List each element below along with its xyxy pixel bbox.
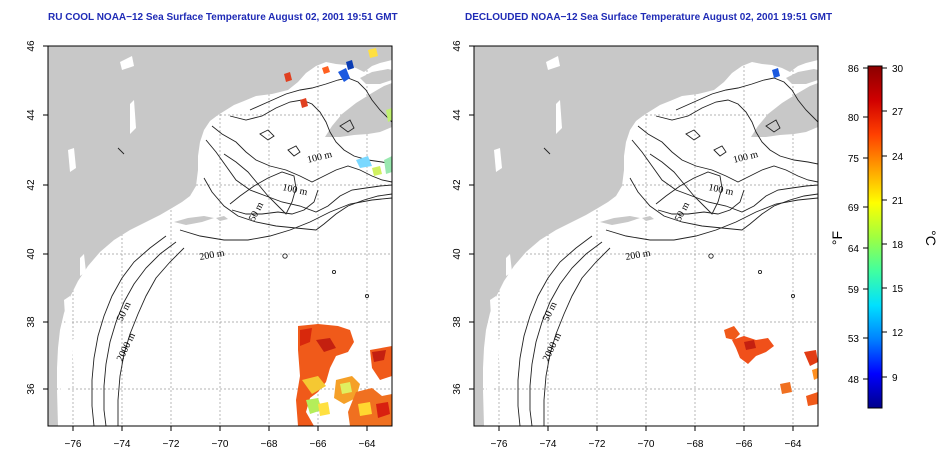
celsius-tick-label: 12 — [892, 328, 904, 339]
x-tick-label: −74 — [114, 439, 131, 450]
y-tick-label: 40 — [452, 248, 463, 260]
right-sst-patches — [724, 68, 818, 406]
celsius-tick-label: 15 — [892, 284, 904, 295]
fahrenheit-tick-label: 69 — [848, 203, 860, 214]
x-tick-label: −72 — [163, 439, 180, 450]
x-tick-label: −74 — [540, 439, 557, 450]
celsius-tick-label: 27 — [892, 107, 904, 118]
left-y-tick-labels: 36 38 40 42 44 46 — [26, 40, 37, 395]
celsius-tick-label: 21 — [892, 196, 904, 207]
fahrenheit-tick-label: 64 — [848, 244, 860, 255]
x-tick-label: −70 — [212, 439, 229, 450]
colorbar-fahrenheit-labels: 86 80 75 69 64 59 53 48 — [848, 64, 860, 386]
y-tick-label: 46 — [26, 40, 37, 52]
right-y-axis — [469, 45, 474, 390]
fahrenheit-tick-label: 80 — [848, 113, 860, 124]
left-y-axis — [43, 45, 48, 390]
colorbar-celsius-labels: 30 27 24 21 18 15 12 9 — [892, 64, 904, 384]
colorbar-fahrenheit-ticks — [863, 67, 868, 380]
celsius-tick-label: 30 — [892, 64, 904, 75]
y-tick-label: 42 — [26, 179, 37, 191]
right-contour-label: 200 m — [625, 248, 652, 263]
colorbar-celsius-ticks — [882, 67, 887, 378]
y-tick-label: 44 — [452, 109, 463, 121]
left-x-axis — [72, 426, 368, 431]
celsius-unit-label: °C — [923, 230, 939, 246]
left-contour-label: 200 m — [199, 248, 226, 263]
fahrenheit-tick-label: 86 — [848, 64, 860, 75]
left-x-tick-labels: −76 −74 −72 −70 −68 −66 −64 — [65, 439, 376, 450]
x-tick-label: −72 — [589, 439, 606, 450]
y-tick-label: 46 — [452, 40, 463, 52]
left-map-title: RU COOL NOAA−12 Sea Surface Temperature … — [48, 12, 398, 23]
fahrenheit-unit-label: °F — [829, 231, 845, 245]
right-x-tick-labels: −76 −74 −72 −70 −68 −66 −64 — [491, 439, 802, 450]
x-tick-label: −66 — [310, 439, 327, 450]
x-tick-label: −68 — [687, 439, 704, 450]
right-map: 100 m 100 m 50 m 200 m 50 m 2000 m 36 38… — [452, 40, 819, 450]
y-tick-label: 40 — [26, 248, 37, 260]
right-contour-label: 100 m — [707, 182, 734, 198]
y-tick-label: 42 — [452, 179, 463, 191]
celsius-tick-label: 18 — [892, 240, 904, 251]
x-tick-label: −76 — [65, 439, 82, 450]
y-tick-label: 38 — [452, 316, 463, 328]
y-tick-label: 36 — [26, 383, 37, 395]
right-y-tick-labels: 36 38 40 42 44 46 — [452, 40, 463, 395]
fahrenheit-tick-label: 48 — [848, 375, 860, 386]
left-contour-label: 100 m — [281, 182, 308, 198]
y-tick-label: 36 — [452, 383, 463, 395]
x-tick-label: −76 — [491, 439, 508, 450]
x-tick-label: −70 — [638, 439, 655, 450]
left-map: 100 m 100 m 50 m 200 m 50 m 2000 m 36 38… — [26, 40, 393, 450]
x-tick-label: −64 — [785, 439, 802, 450]
fahrenheit-tick-label: 59 — [848, 285, 860, 296]
celsius-tick-label: 24 — [892, 152, 904, 163]
left-sst-patches — [284, 48, 392, 426]
colorbar-gradient — [867, 65, 883, 409]
x-tick-label: −68 — [261, 439, 278, 450]
x-tick-label: −66 — [736, 439, 753, 450]
right-map-title: DECLOUDED NOAA−12 Sea Surface Temperatur… — [465, 12, 832, 23]
x-tick-label: −64 — [359, 439, 376, 450]
right-x-axis — [498, 426, 794, 431]
fahrenheit-tick-label: 75 — [848, 154, 860, 165]
temperature-colorbar: 86 80 75 69 64 59 53 48 30 27 24 21 18 1… — [829, 64, 939, 409]
celsius-tick-label: 9 — [892, 373, 898, 384]
y-tick-label: 38 — [26, 316, 37, 328]
y-tick-label: 44 — [26, 109, 37, 121]
fahrenheit-tick-label: 53 — [848, 334, 860, 345]
